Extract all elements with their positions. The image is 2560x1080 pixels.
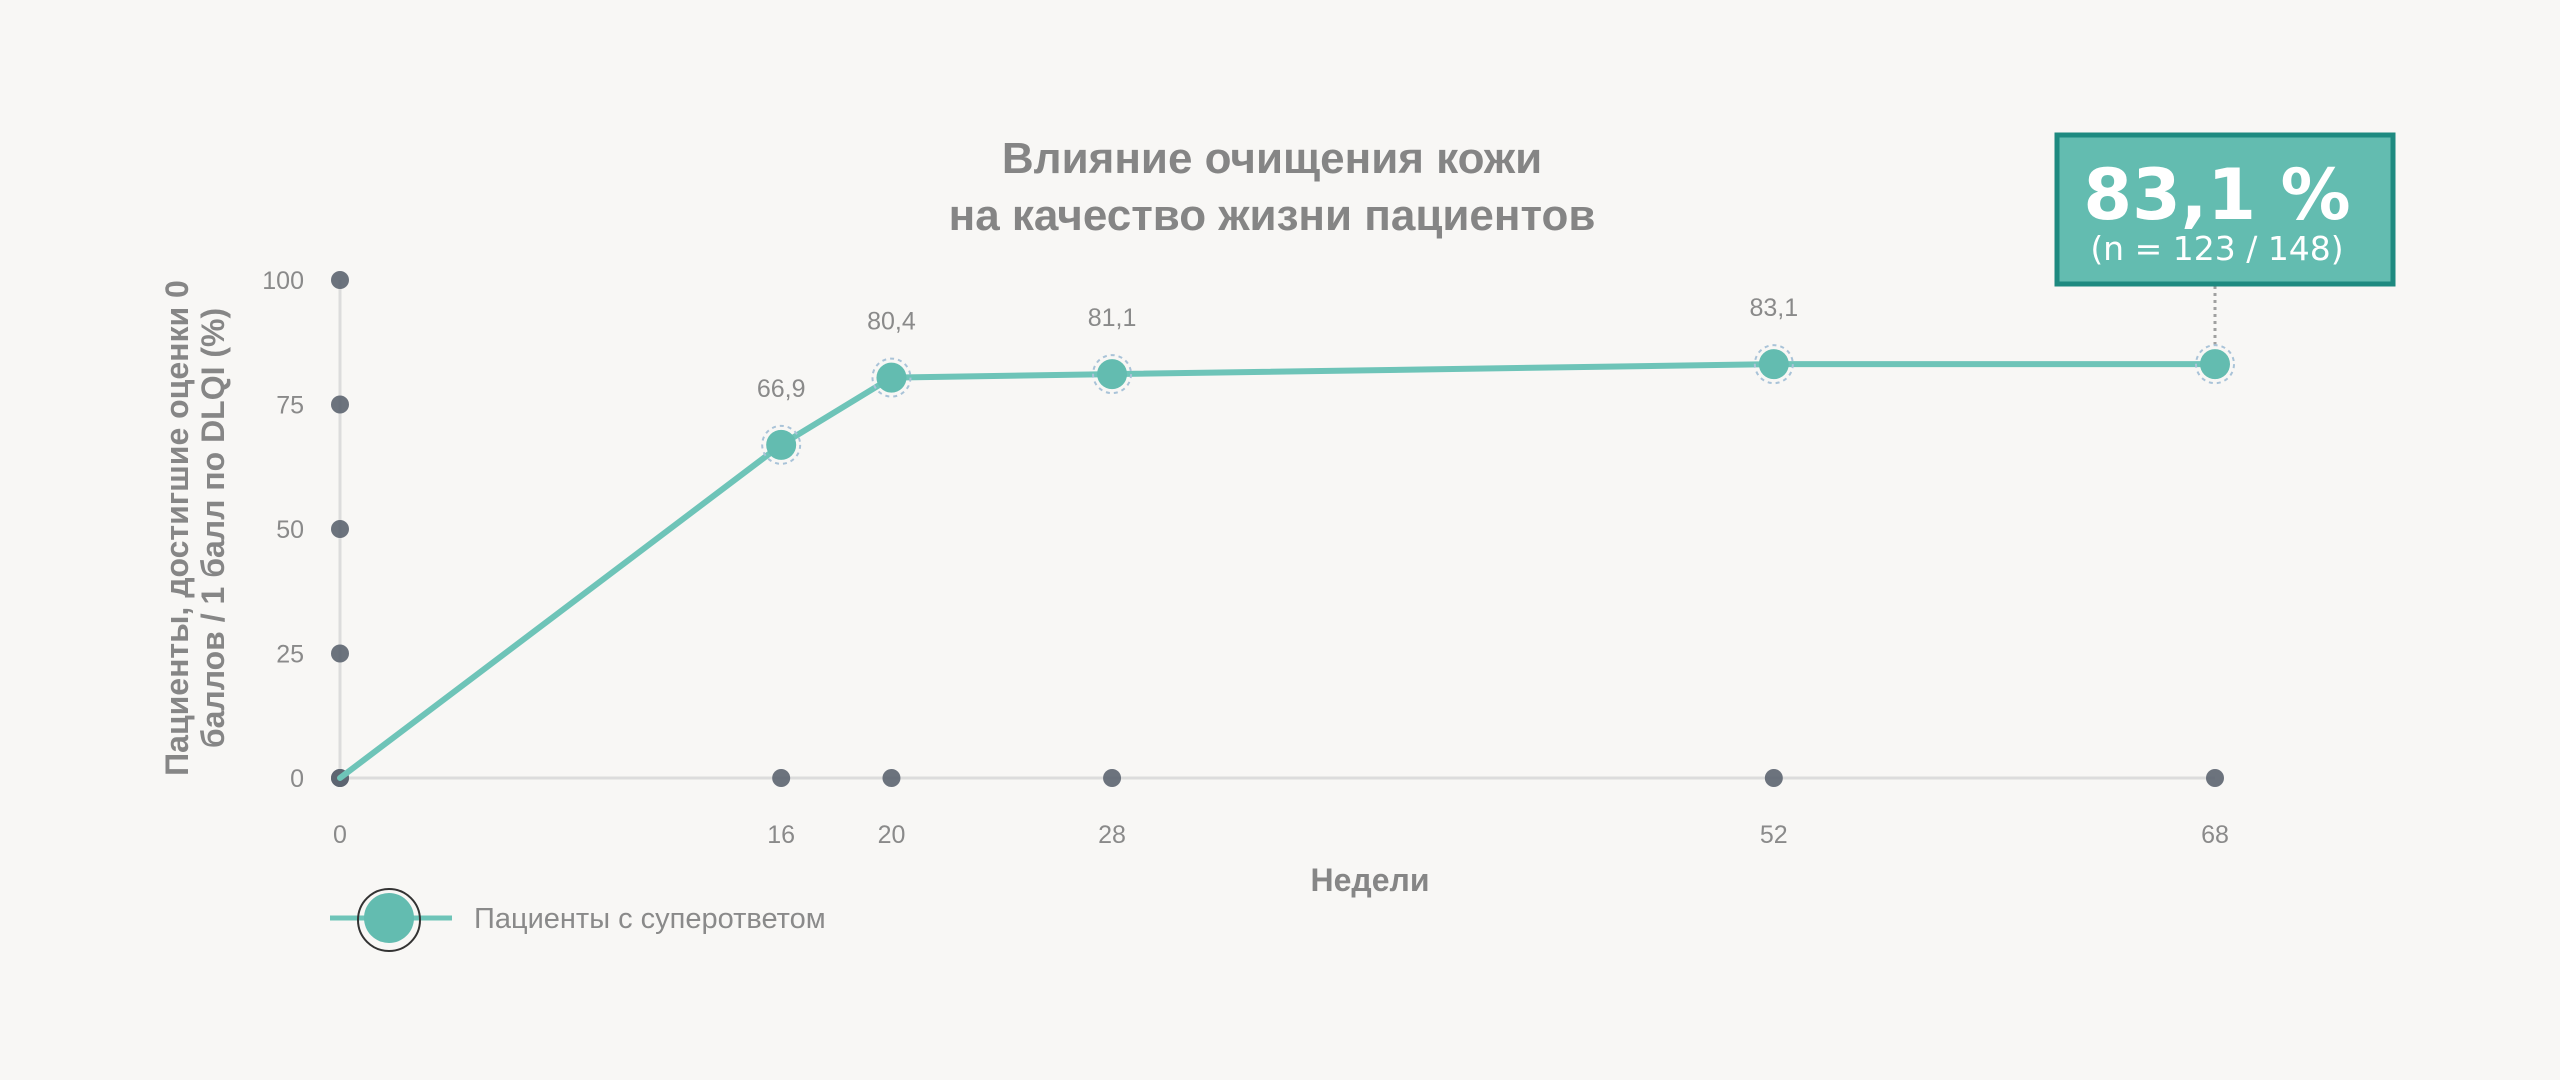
data-label: 80,4 (867, 308, 916, 336)
x-tick-marker (2206, 769, 2224, 787)
x-ticks: 0 16 20 28 52 68 (331, 769, 2229, 849)
data-point (1097, 359, 1128, 390)
y-tick-label: 75 (276, 392, 304, 420)
data-point-halo (1092, 354, 1133, 395)
series-layer (337, 344, 2235, 781)
x-tick-marker (1103, 769, 1122, 787)
y-tick-marker (331, 395, 349, 414)
callout-box: 83,1 % (n = 123 / 148) (2054, 132, 2396, 287)
legend-label: Пациенты с суперответом (474, 903, 826, 935)
legend: Пациенты с суперответом (330, 888, 826, 952)
x-tick-label: 52 (1760, 821, 1788, 849)
data-point (1758, 349, 1789, 380)
data-label: 83,1 (1749, 294, 1798, 322)
callout-value: 83,1 % (2083, 154, 2350, 236)
x-tick-label: 16 (767, 821, 795, 849)
data-point (766, 429, 797, 460)
x-tick-marker (772, 769, 791, 787)
x-axis-label: Недели (1310, 862, 1429, 898)
x-tick-marker (882, 769, 901, 787)
chart-title-line-2: на качество жизни пациентов (949, 191, 1596, 240)
data-point-halo (2195, 344, 2235, 385)
data-point (876, 362, 907, 393)
x-tick-label: 28 (1098, 821, 1126, 849)
data-point-halo (1753, 344, 1794, 385)
y-tick-marker (331, 644, 349, 663)
data-point (2200, 349, 2230, 380)
series-line (337, 361, 2218, 781)
chart-title-line-1: Влияние очищения кожи (1002, 134, 1542, 183)
callout-rect (2054, 132, 2396, 287)
y-axis-label-line-2: баллов / 1 балл по DLQI (%) (195, 308, 231, 748)
y-axis-label: Пациенты, достигшие оценки 0 баллов / 1 … (159, 280, 231, 776)
data-labels: 66,9 80,4 81,1 83,1 (757, 294, 1798, 403)
legend-marker-outline (357, 888, 421, 952)
callout-subtext: (n = 123 / 148) (2090, 229, 2343, 268)
data-label: 66,9 (757, 375, 806, 403)
y-ticks: 0 25 50 75 100 (262, 267, 349, 793)
data-point-halo (871, 357, 912, 398)
x-tick-marker (1764, 769, 1783, 787)
y-tick-label: 25 (276, 641, 304, 669)
y-tick-label: 0 (290, 765, 304, 793)
data-label: 81,1 (1088, 304, 1137, 332)
x-tick-label: 0 (333, 821, 347, 849)
legend-marker (364, 893, 414, 943)
x-tick-label: 20 (878, 821, 906, 849)
y-tick-marker (331, 520, 349, 538)
y-tick-label: 100 (262, 267, 304, 295)
y-tick-label: 50 (276, 516, 304, 544)
x-tick-label: 68 (2201, 821, 2229, 849)
y-tick-marker (331, 271, 349, 289)
data-point-halo (761, 424, 802, 465)
y-axis-label-line-1: Пациенты, достигшие оценки 0 (159, 280, 195, 776)
